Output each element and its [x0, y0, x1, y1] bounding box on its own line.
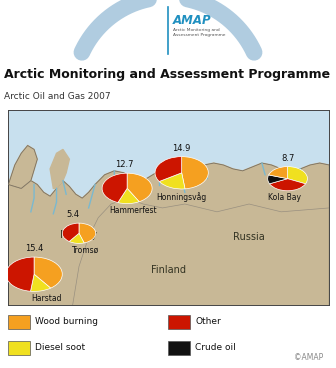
Wedge shape — [118, 188, 139, 204]
Polygon shape — [50, 149, 69, 188]
Wedge shape — [102, 173, 127, 202]
Text: 12.7: 12.7 — [115, 160, 133, 169]
Text: 8.7: 8.7 — [281, 154, 294, 163]
Text: Hammerfest: Hammerfest — [110, 206, 157, 215]
Wedge shape — [31, 274, 51, 291]
Wedge shape — [268, 175, 288, 184]
Text: Finland: Finland — [151, 265, 186, 275]
Text: ©AMAP: ©AMAP — [294, 353, 323, 362]
Wedge shape — [69, 233, 84, 243]
Wedge shape — [6, 257, 34, 291]
Text: Other: Other — [195, 317, 221, 326]
Text: Diesel soot: Diesel soot — [35, 343, 85, 352]
Text: 5.4: 5.4 — [66, 210, 79, 219]
Wedge shape — [34, 257, 62, 288]
Text: Tromsø: Tromsø — [72, 246, 99, 255]
Text: AMAP: AMAP — [173, 14, 212, 27]
Polygon shape — [8, 163, 329, 305]
Text: Arctic Monitoring and Assessment Programme: Arctic Monitoring and Assessment Program… — [4, 68, 330, 81]
Wedge shape — [155, 157, 182, 181]
Text: Harstad: Harstad — [32, 294, 62, 303]
Text: Wood burning: Wood burning — [35, 317, 98, 326]
Text: 14.9: 14.9 — [172, 144, 191, 153]
Text: Crude oil: Crude oil — [195, 343, 236, 352]
Bar — [168, 341, 190, 355]
Text: Arctic Oil and Gas 2007: Arctic Oil and Gas 2007 — [4, 92, 111, 101]
Text: Honningsvåg: Honningsvåg — [157, 192, 207, 202]
Wedge shape — [62, 223, 79, 241]
Text: Kola Bay: Kola Bay — [268, 193, 301, 202]
Wedge shape — [269, 167, 288, 178]
Wedge shape — [288, 167, 307, 184]
Bar — [168, 315, 190, 329]
Wedge shape — [127, 173, 152, 202]
Wedge shape — [182, 157, 208, 189]
Bar — [8, 315, 30, 329]
Bar — [8, 341, 30, 355]
Wedge shape — [269, 178, 305, 191]
Text: Norway: Norway — [60, 230, 97, 240]
Wedge shape — [159, 173, 185, 189]
Text: Arctic Monitoring and
Assessment Programme: Arctic Monitoring and Assessment Program… — [173, 28, 225, 38]
Polygon shape — [8, 145, 37, 188]
Text: Russia: Russia — [233, 232, 265, 242]
Wedge shape — [79, 223, 96, 243]
Text: 15.4: 15.4 — [25, 244, 43, 253]
